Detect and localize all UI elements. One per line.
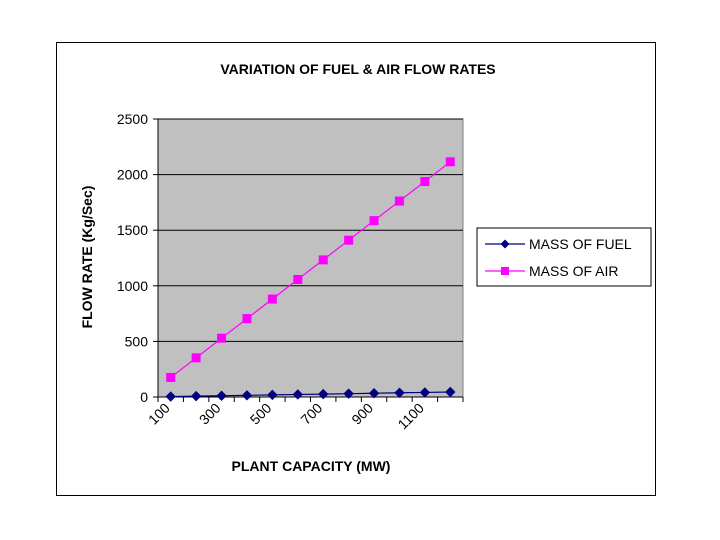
point-mass-of-fuel xyxy=(394,387,405,398)
x-tick-label: 300 xyxy=(196,400,224,428)
point-mass-of-air xyxy=(242,314,252,324)
y-tick-label: 0 xyxy=(140,389,148,405)
x-tick-label: 700 xyxy=(297,400,325,428)
point-mass-of-air xyxy=(420,176,430,186)
point-mass-of-fuel xyxy=(343,388,354,399)
y-tick-label: 1000 xyxy=(117,278,148,294)
point-mass-of-air xyxy=(293,274,303,284)
point-mass-of-air xyxy=(369,216,379,226)
x-axis-title: PLANT CAPACITY (MW) xyxy=(232,458,391,474)
point-mass-of-air xyxy=(191,353,201,363)
point-mass-of-air xyxy=(445,157,455,167)
point-mass-of-fuel xyxy=(241,390,253,401)
point-mass-of-fuel xyxy=(445,386,456,398)
point-mass-of-fuel xyxy=(190,390,202,402)
point-mass-of-air xyxy=(166,372,176,382)
plot-area xyxy=(157,118,464,398)
point-mass-of-fuel xyxy=(165,391,176,402)
legend-marker-mass-of-fuel xyxy=(500,239,510,249)
x-tick-label: 100 xyxy=(145,400,173,428)
y-tick-label: 2500 xyxy=(117,111,148,127)
legend-marker-mass-of-air xyxy=(501,267,509,275)
point-mass-of-fuel xyxy=(318,388,329,400)
point-mass-of-air xyxy=(318,255,328,265)
point-mass-of-air xyxy=(267,294,277,304)
point-mass-of-fuel xyxy=(419,387,431,398)
legend-box xyxy=(476,227,652,287)
y-tick-label: 2000 xyxy=(117,167,148,183)
y-tick-label: 1500 xyxy=(117,222,148,238)
x-tick-label: 500 xyxy=(247,400,275,428)
point-mass-of-air xyxy=(344,235,354,245)
point-mass-of-air xyxy=(217,333,227,343)
legend-label-mass-of-fuel: MASS OF FUEL xyxy=(529,236,632,252)
point-mass-of-fuel xyxy=(267,389,278,401)
legend-label-mass-of-air: MASS OF AIR xyxy=(529,263,618,279)
point-mass-of-fuel xyxy=(292,389,303,400)
point-mass-of-fuel xyxy=(368,388,380,399)
point-mass-of-air xyxy=(394,196,404,206)
y-tick-label: 500 xyxy=(125,333,149,349)
x-tick-label: 1100 xyxy=(394,400,427,433)
y-axis-title: FLOW RATE (Kg/Sec) xyxy=(79,186,95,329)
chart-title: VARIATION OF FUEL & AIR FLOW RATES xyxy=(220,61,495,77)
x-tick-label: 900 xyxy=(348,400,376,428)
point-mass-of-fuel xyxy=(216,390,227,401)
